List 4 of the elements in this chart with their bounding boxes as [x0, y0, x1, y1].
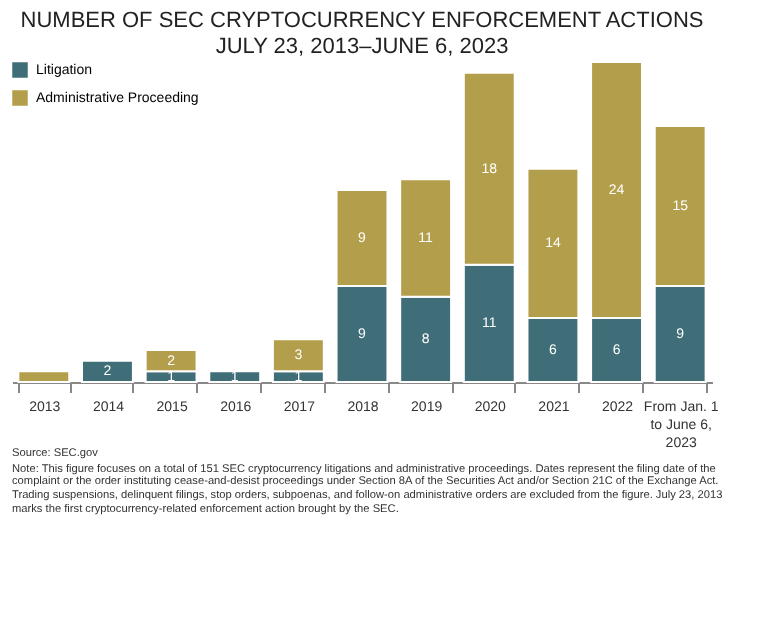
chart-title: NUMBER OF SEC CRYPTOCURRENCY ENFORCEMENT ACTIONS JULY 23, 2013–JUNE 6, 2023 — [20, 9, 704, 59]
bar — [81, 359, 134, 383]
bar — [208, 370, 262, 383]
bar — [17, 370, 71, 383]
